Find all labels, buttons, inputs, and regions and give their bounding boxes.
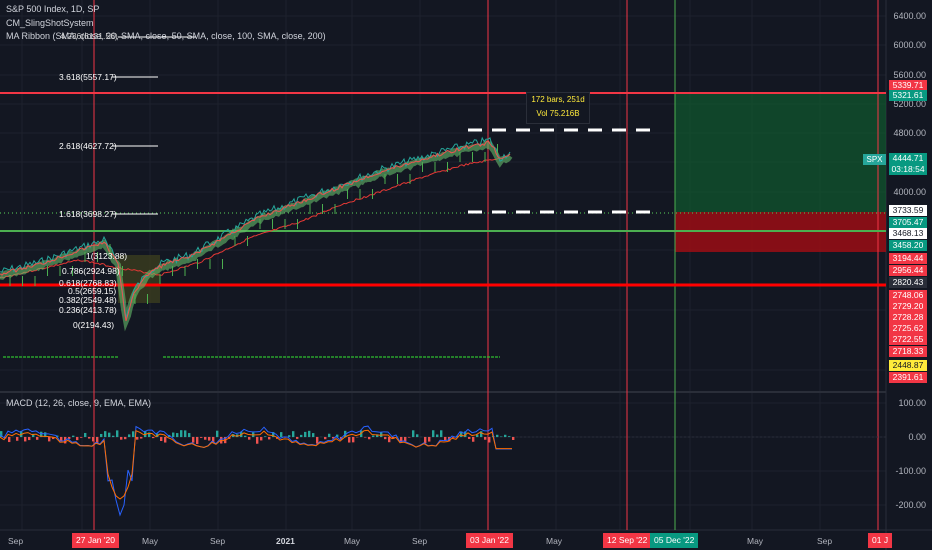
price-tag: 2820.43 — [889, 277, 927, 288]
time-label: Sep — [817, 536, 833, 546]
indicator-legend-slingshot[interactable]: CM_SlingShotSystem — [6, 18, 94, 28]
price-tag: 2725.62 — [889, 323, 927, 334]
ma-ribbon-band — [0, 139, 513, 332]
macd-axis-label: -100.00 — [895, 466, 926, 476]
macd-histogram — [0, 430, 515, 444]
indicator-legend-macd[interactable]: MACD (12, 26, close, 9, EMA, EMA) — [6, 398, 152, 408]
price-label: 6400.00 — [893, 11, 926, 21]
macd-axis-label: 100.00 — [898, 398, 926, 408]
measure-bars: 172 bars, 251d — [531, 95, 585, 104]
time-tag-jan-2020[interactable]: 27 Jan '20 — [72, 533, 119, 548]
symbol-legend[interactable]: S&P 500 Index, 1D, SP — [6, 4, 100, 14]
spx-symbol-badge: SPX — [863, 154, 886, 165]
ma-20-line — [0, 139, 511, 322]
price-tag: 2956.44 — [889, 265, 927, 276]
fib-level-label: 1.618(3698.27) — [59, 209, 117, 219]
price-tag: 3194.44 — [889, 253, 927, 264]
price-tag: 2448.87 — [889, 360, 927, 371]
time-tag-dec-2022[interactable]: 05 Dec '22 — [650, 533, 699, 548]
price-label: 4000.00 — [893, 187, 926, 197]
time-label: Sep — [412, 536, 428, 546]
time-tag-sep-2022[interactable]: 12 Sep '22 — [603, 533, 652, 548]
signal-ticks — [9, 144, 498, 304]
time-label: Sep — [210, 536, 226, 546]
grid — [0, 0, 886, 530]
fib-level-label: 0.618(2768.83) — [59, 278, 117, 288]
fib-level-label: 0.236(2413.78) — [59, 305, 117, 315]
ma-200-line — [0, 157, 501, 279]
price-tag: 2728.28 — [889, 312, 927, 323]
price-label: 4800.00 — [893, 128, 926, 138]
time-label: Sep — [8, 536, 24, 546]
price-tag: 3705.47 — [889, 217, 927, 228]
time-label: May — [142, 536, 159, 546]
fib-level-label: 0.786(2924.98) — [62, 266, 120, 276]
measure-tooltip: 172 bars, 251d Vol 75.216B — [526, 92, 590, 124]
fib-level-label: 4.236(6131.56) — [60, 31, 118, 41]
long-position-box[interactable] — [675, 93, 886, 212]
price-label: 5200.00 — [893, 99, 926, 109]
price-tag: 3458.20 — [889, 240, 927, 251]
fib-level-label: 0.382(2549.48) — [59, 295, 117, 305]
price-label: 6000.00 — [893, 40, 926, 50]
time-label: May — [344, 536, 361, 546]
time-label: May — [747, 536, 764, 546]
price-tag: 03:18:54 — [889, 164, 927, 175]
time-tag-jan-2023[interactable]: 01 J — [868, 533, 893, 548]
fib-level-label: 2.618(4627.72) — [59, 141, 117, 151]
time-label: May — [546, 536, 563, 546]
price-tag: 3468.13 — [889, 228, 927, 239]
price-tag: 2722.55 — [889, 334, 927, 345]
price-tag: 4444.71 — [889, 153, 927, 164]
macd-axis-label: -200.00 — [895, 500, 926, 510]
price-label: 5600.00 — [893, 70, 926, 80]
price-tag: 2729.20 — [889, 301, 927, 312]
fib-level-label: 0.5(2659.15) — [68, 286, 117, 296]
price-tag: 2391.61 — [889, 372, 927, 383]
price-tag: 2748.06 — [889, 290, 927, 301]
price-tag: 2718.33 — [889, 346, 927, 357]
price-tag: 5339.71 — [889, 80, 927, 91]
fib-level-label: 3.618(5557.17) — [59, 72, 117, 82]
time-label: 2021 — [276, 536, 295, 546]
time-tag-jan-2022[interactable]: 03 Jan '22 — [466, 533, 513, 548]
measure-volume: Vol 75.216B — [536, 109, 580, 118]
price-tag: 5321.61 — [889, 90, 927, 101]
price-tag: 3733.59 — [889, 205, 927, 216]
macd-axis-label: 0.00 — [908, 432, 926, 442]
fib-level-label: 0(2194.43) — [73, 320, 115, 330]
macd-signal-line — [0, 429, 512, 500]
fib-extension-lines — [112, 36, 196, 215]
fib-level-label: 1(3123.88) — [86, 251, 128, 261]
indicator-legend-ma-ribbon[interactable]: MA Ribbon (SMA, close, 20, SMA, close, 5… — [6, 31, 326, 41]
